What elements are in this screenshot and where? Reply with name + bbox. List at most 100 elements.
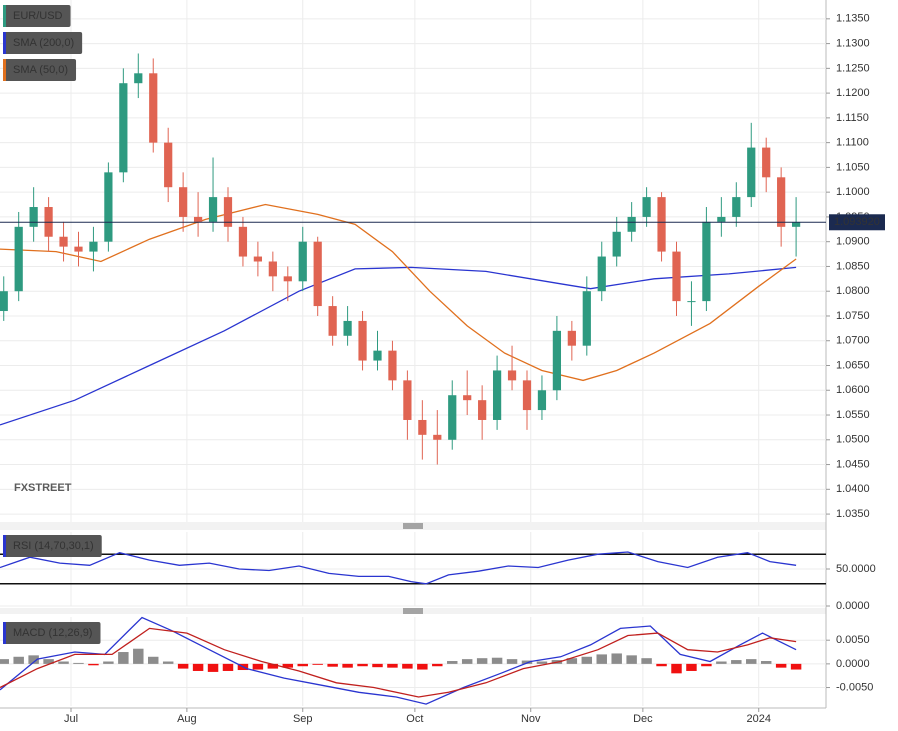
legend-label: SMA (50,0) [13, 64, 68, 76]
histogram-bar [536, 661, 548, 664]
candle-body [732, 197, 741, 217]
candle-body [0, 291, 8, 312]
candle-body [433, 434, 442, 440]
legend-box [3, 59, 77, 81]
histogram-bar [746, 659, 757, 664]
candle-body [149, 73, 158, 143]
y-tick-label: 1.1350 [836, 13, 870, 25]
candle-body [657, 197, 666, 252]
legend-box [3, 5, 71, 27]
y-tick-label: 0.0050 [836, 634, 870, 646]
histogram-bar [342, 663, 353, 668]
candle-body [522, 380, 532, 411]
y-tick-label: 1.0750 [836, 310, 870, 322]
histogram-bar [177, 663, 189, 669]
candle-body [717, 216, 726, 222]
candle-body [777, 177, 786, 227]
y-tick-label: -0.0050 [836, 681, 873, 693]
divider-handle [403, 523, 423, 529]
candle-body [537, 390, 547, 411]
histogram-bar [252, 663, 264, 670]
histogram-bar [267, 663, 279, 669]
histogram-bar [148, 656, 159, 664]
histogram-bar [596, 654, 607, 664]
candle-body [388, 350, 397, 381]
histogram-bar [133, 648, 144, 664]
histogram-bar [760, 661, 772, 664]
y-tick-label: 0.0000 [836, 658, 870, 670]
candle-body [179, 187, 188, 217]
y-tick-label: 1.0550 [836, 409, 870, 421]
histogram-bar [282, 663, 294, 668]
candle-body [747, 147, 756, 198]
candle-body [59, 236, 68, 247]
histogram-bar [461, 659, 473, 664]
candle-body [313, 241, 322, 307]
x-tick-label: Nov [521, 713, 541, 725]
line [0, 266, 797, 426]
candle-body [29, 207, 38, 227]
candle-body [478, 400, 487, 420]
histogram-bar [118, 652, 129, 664]
y-tick-label: 1.0900 [836, 236, 870, 248]
histogram-bar [88, 663, 99, 666]
candle-body [223, 197, 233, 227]
legend-swatch [3, 622, 6, 644]
histogram-bar [222, 663, 234, 671]
histogram-bar [0, 659, 9, 664]
histogram-bar [566, 658, 578, 664]
candle-body [762, 147, 771, 178]
y-tick-label: 1.0700 [836, 335, 870, 347]
y-tick-label: 50.0000 [836, 563, 876, 575]
legend-label: EUR/USD [13, 10, 63, 22]
candle-body [507, 370, 517, 381]
histogram-bar [447, 661, 458, 664]
histogram-bar [775, 663, 787, 668]
histogram-bar [192, 663, 204, 671]
histogram-bar [73, 662, 84, 664]
y-tick-label: 1.0350 [836, 508, 870, 520]
histogram-bar [297, 663, 308, 667]
price-panel [0, 0, 826, 522]
histogram-bar [641, 658, 652, 664]
y-tick-label: 1.0400 [836, 483, 870, 495]
candle-body [552, 330, 562, 391]
y-tick-label: 1.1150 [836, 112, 869, 124]
candle-body [134, 73, 143, 84]
candle-body [403, 380, 412, 420]
y-tick-label: 1.0500 [836, 434, 870, 446]
line [0, 203, 797, 382]
histogram-bar [476, 658, 488, 664]
last-price-box [829, 214, 885, 231]
candle-body [582, 291, 591, 346]
candle-body [567, 330, 576, 346]
y-tick-label: 1.0600 [836, 384, 870, 396]
candle-body [702, 221, 711, 302]
candle-body [104, 172, 113, 242]
histogram-bar [387, 663, 398, 668]
candle-body [74, 246, 83, 252]
histogram-bar [626, 655, 637, 664]
histogram-bar [312, 663, 323, 665]
candle-body [642, 197, 651, 217]
histogram-bar [103, 661, 114, 664]
x-tick-label: Dec [633, 713, 653, 725]
histogram-bar [491, 657, 503, 664]
histogram-bar [417, 663, 428, 670]
x-tick-label: Aug [177, 713, 197, 725]
candle-body [193, 216, 203, 222]
y-tick-label: 1.0450 [836, 458, 870, 470]
histogram-bar [43, 659, 54, 664]
x-tick-label: Jul [64, 713, 78, 725]
legend-label: SMA (200,0) [13, 37, 74, 49]
histogram-bar [13, 656, 24, 664]
histogram-bar [611, 653, 622, 664]
histogram-bar [506, 659, 518, 664]
legend-box [3, 622, 101, 644]
y-tick-label: 1.1300 [836, 37, 870, 49]
candle-body [89, 241, 98, 252]
y-tick-label: 1.1200 [836, 87, 870, 99]
candle-body [672, 251, 681, 302]
candle-body [597, 256, 606, 292]
histogram-bar [731, 660, 742, 664]
